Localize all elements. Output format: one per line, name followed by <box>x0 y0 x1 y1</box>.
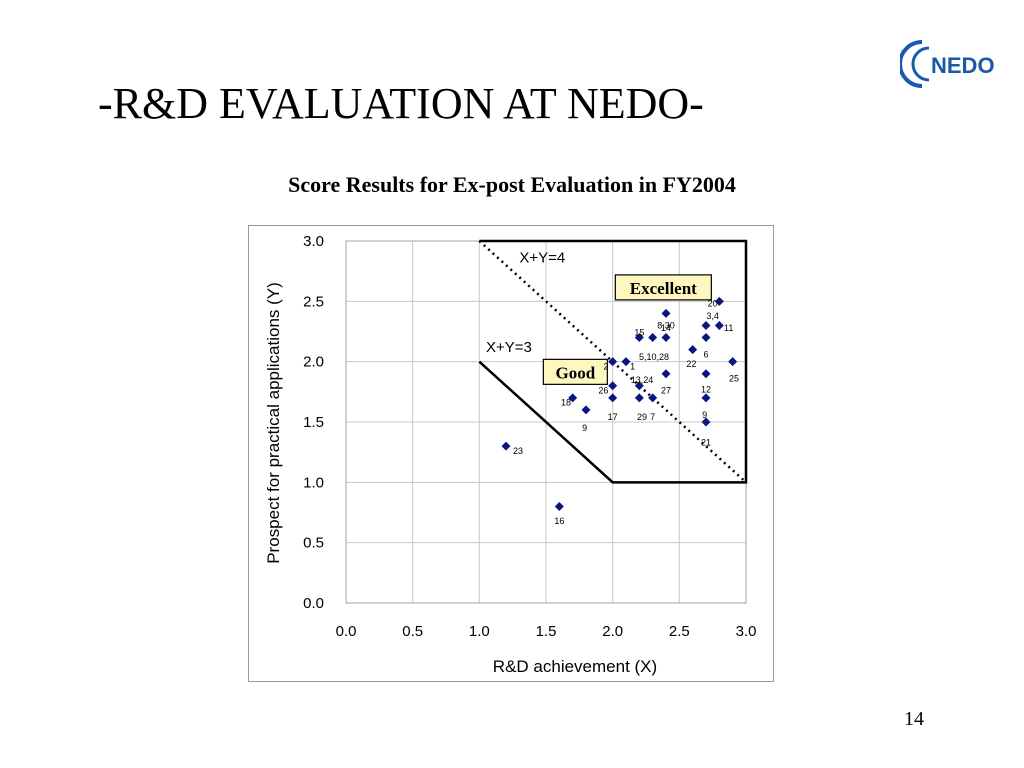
data-point-13 <box>661 369 671 379</box>
y-tick-label: 2.5 <box>303 293 324 310</box>
point-label: 2 <box>603 361 608 371</box>
data-point-14 <box>701 369 711 379</box>
data-point-4 <box>661 308 671 318</box>
data-point-20 <box>648 393 658 403</box>
data-point-19 <box>634 393 644 403</box>
point-label: 21 <box>701 438 711 448</box>
point-label: 5,10,28 <box>639 352 669 362</box>
data-point-7 <box>661 333 671 343</box>
y-tick-label: 2.0 <box>303 354 324 371</box>
point-label: 15 <box>634 328 644 338</box>
point-label: 6 <box>703 349 708 359</box>
x-axis-title: R&D achievement (X) <box>493 657 657 676</box>
y-tick-label: 1.5 <box>303 414 324 431</box>
data-point-8 <box>701 333 711 343</box>
excellent-box <box>614 274 712 301</box>
point-label: 1 <box>630 361 635 371</box>
point-label: 20 <box>708 299 718 309</box>
chart-title: Score Results for Ex-post Evaluation in … <box>288 172 736 197</box>
point-label: 29 <box>637 412 647 422</box>
y-axis-title: Prospect for practical applications (Y) <box>264 282 283 564</box>
point-label: 8,30 <box>657 320 675 330</box>
point-label: 3,4 <box>706 311 719 321</box>
point-label: 9 <box>702 410 707 420</box>
x-tick-label: 2.5 <box>669 623 690 640</box>
scatter-chart: X+Y=4 X+Y=3 Excellent Good 0.0 0.5 1.0 1.5 2.0 2… <box>264 233 757 676</box>
logo-text: NEDO <box>931 53 995 78</box>
data-point-5 <box>634 333 644 343</box>
good-box <box>542 358 608 385</box>
point-label: 18 <box>561 398 571 408</box>
y-tick-label: 3.0 <box>303 233 324 250</box>
point-label: 26 <box>598 386 608 396</box>
x-tick-label: 0.5 <box>402 623 423 640</box>
logo-arc-icon <box>900 40 923 88</box>
x-tick-label: 1.5 <box>536 623 557 640</box>
chart-frame: X+Y=4 X+Y=3 Excellent Good 0.0 0.5 1.0 1.5 2.0 2… <box>248 225 774 682</box>
data-point-12 <box>728 357 738 367</box>
point-label: 13,24 <box>631 375 654 385</box>
point-label: 14 <box>661 323 671 333</box>
data-point-2 <box>701 320 711 330</box>
point-label: 27 <box>661 386 671 396</box>
data-point-23 <box>701 417 711 427</box>
point-label: 12 <box>701 384 711 394</box>
point-label: 16 <box>554 516 564 526</box>
y-tick-label: 0.5 <box>303 535 324 552</box>
slide-title: -R&D EVALUATION AT NEDO- <box>98 79 704 128</box>
data-point-10 <box>608 357 618 367</box>
data-point-9 <box>688 345 698 355</box>
point-label: 17 <box>608 412 618 422</box>
point-label: 9 <box>582 423 587 433</box>
excellent-label: Excellent <box>630 279 697 298</box>
point-label: 23 <box>513 446 523 456</box>
good-label: Good <box>555 363 595 382</box>
point-label: 22 <box>686 359 696 369</box>
data-point-1 <box>714 296 724 306</box>
line-x-plus-y-4-label: X+Y=4 <box>519 250 565 267</box>
data-point-18 <box>608 393 618 403</box>
x-tick-label: 0.0 <box>336 623 357 640</box>
y-tick-label: 0.0 <box>303 595 324 612</box>
data-point-11 <box>621 357 631 367</box>
data-point-15 <box>608 381 618 391</box>
x-tick-label: 3.0 <box>736 623 757 640</box>
good-region-boundary <box>478 239 748 484</box>
logo-arc-inner-icon <box>911 46 930 82</box>
data-point-24 <box>501 441 511 451</box>
data-point-16 <box>634 381 644 391</box>
data-point-3 <box>714 320 724 330</box>
data-point-22 <box>581 405 591 415</box>
point-label: 11 <box>724 323 733 333</box>
line-x-plus-y-3-label: X+Y=3 <box>486 339 532 356</box>
data-point-21 <box>701 393 711 403</box>
nedo-logo: NEDO <box>900 40 995 88</box>
point-label: 25 <box>729 374 739 384</box>
data-point-25 <box>554 501 564 511</box>
y-tick-label: 1.0 <box>303 474 324 491</box>
page-number: 14 <box>904 708 924 730</box>
data-point-17 <box>568 393 578 403</box>
data-point-6 <box>648 333 658 343</box>
point-label: 7 <box>650 412 655 422</box>
x-tick-label: 2.0 <box>602 623 623 640</box>
x-tick-label: 1.0 <box>469 623 490 640</box>
